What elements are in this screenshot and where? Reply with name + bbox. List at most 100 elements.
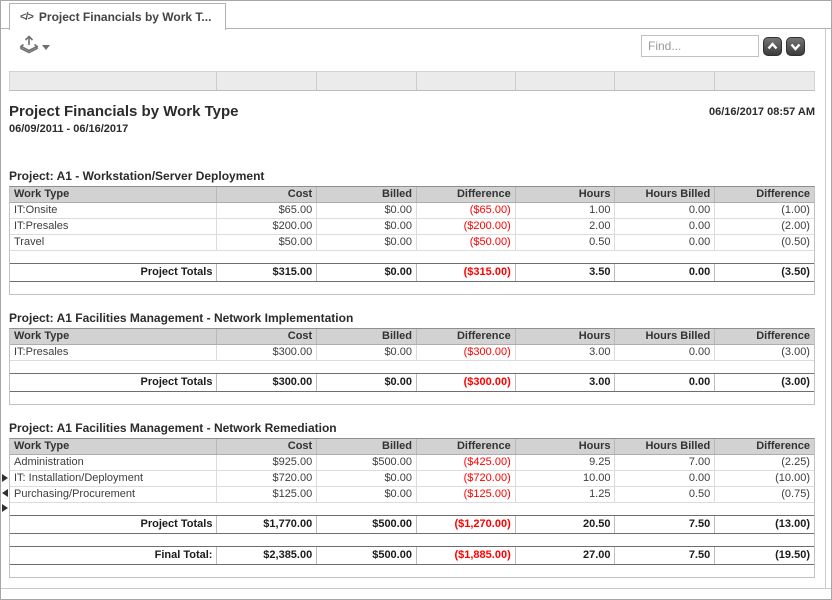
table-cell: 0.00 [615,219,716,234]
table-cell: $125.00 [217,487,318,502]
table-cell: 0.00 [615,345,716,360]
column-header-cell: Difference [417,329,516,344]
totals-value: ($315.00) [417,264,516,281]
table-cell: $0.00 [317,219,417,234]
band-cell [317,72,417,90]
table-cell: Travel [10,235,218,250]
totals-value: 3.50 [516,264,616,281]
project-totals-row: Project Totals $315.00 $0.00 ($315.00) 3.50 0… [10,263,814,282]
totals-value: $2,385.00 [217,547,318,564]
totals-value: $300.00 [217,374,318,391]
project-table: Work Type Cost Billed Difference Hours Hours … [9,186,815,295]
column-header-cell: Difference [417,187,516,202]
table-cell: 7.00 [615,455,716,470]
table-cell: (1.00) [781,204,810,216]
project-title: Project: A1 Facilities Management - Netw… [9,311,354,325]
table-row: IT:Presales $200.00 $0.00 ($200.00) 2.00 0.00… [10,219,814,235]
table-header-row: Work Type Cost Billed Difference Hours Hours … [10,187,814,203]
table-cell: (10.00) [775,472,810,484]
report-body: Project: A1 - Workstation/Server Deploym… [9,169,831,578]
table-cell: $200.00 [217,219,318,234]
table-cell: $0.00 [317,203,417,218]
totals-value: $315.00 [217,264,318,281]
spacer-cell [10,565,814,577]
pane-scroll-left-icon[interactable] [2,489,8,497]
column-header-cell: Difference [756,188,810,200]
table-cell: (2.00) [781,220,810,232]
totals-label: Project Totals [10,516,218,533]
totals-value: 7.50 [615,547,716,564]
tab-label: Project Financials by Work T... [38,10,212,24]
find-input[interactable] [641,35,759,57]
column-header-cell: Hours Billed [615,187,716,202]
table-cell: (2.25) [781,456,810,468]
table-cell: 0.50 [615,487,716,502]
table-cell: 3.00 [516,345,616,360]
spacer-row [10,565,814,577]
table-cell: ($125.00) [417,487,516,502]
column-header-cell: Work Type [10,187,218,202]
table-row: IT: Installation/Deployment $720.00 $0.00(… [10,471,814,487]
totals-value: ($1,270.00) [417,516,516,533]
export-icon [19,35,39,57]
tab-bar: </> Project Financials by Work T... [1,1,831,30]
column-header-cell: Cost [217,329,318,344]
column-header-cell: Work Type [10,439,218,454]
table-cell: 0.00 [615,235,716,250]
column-header-cell: Hours Billed [615,439,716,454]
totals-value: ($1,885.00) [417,547,516,564]
totals-value: 7.50 [615,516,716,533]
spacer-row [10,503,814,515]
table-cell: ($300.00) [417,345,516,360]
column-header-cell: Hours [516,329,616,344]
caret-down-icon [42,44,50,50]
project-table: Work Type Cost Billed Difference Hours Hours … [9,328,815,405]
column-header-cell: Cost [217,187,318,202]
find-next-button[interactable] [786,36,805,56]
find-previous-button[interactable] [763,36,782,56]
totals-value: $0.00 [317,374,417,391]
table-cell: $0.00 [317,471,417,486]
project-table: Work Type Cost Billed Difference Hours Hours … [9,438,815,578]
export-button[interactable] [17,33,52,59]
table-cell: (0.50) [781,236,810,248]
table-header-row: Work Type Cost Billed Difference Hours Hours … [10,439,814,455]
report-date-range: 06/09/2011 - 06/16/2017 [9,123,129,135]
totals-value: 0.00 [615,264,716,281]
totals-value: $500.00 [317,547,417,564]
totals-value: $500.00 [317,516,417,533]
totals-label: Project Totals [10,264,218,281]
code-icon: </> [20,11,34,23]
column-header-cell: Hours [516,187,616,202]
project-section: Project: A1 - Workstation/Server Deploym… [9,169,831,295]
band-cell [417,72,516,90]
totals-value: ($300.00) [417,374,516,391]
column-header-cell: Difference [756,330,810,342]
pane-scroll-right-icon[interactable] [2,504,8,512]
table-cell: 0.00 [615,203,716,218]
totals-value: 20.50 [516,516,616,533]
vertical-scrollbar-track [825,29,831,588]
table-cell: Administration [10,455,218,470]
pane-scroll-right-icon[interactable] [2,474,8,482]
totals-value: $1,770.00 [217,516,318,533]
tab-project-financials[interactable]: </> Project Financials by Work T... [9,3,227,30]
totals-value: 27.00 [516,547,616,564]
totals-value: 3.00 [516,374,616,391]
project-title: Project: A1 - Workstation/Server Deploym… [9,169,265,183]
table-cell: (3.00) [781,346,810,358]
table-row: Purchasing/Procurement $125.00 $0.00 ($125.… [10,487,814,503]
table-header-row: Work Type Cost Billed Difference Hours Hours … [10,329,814,345]
band-cell [10,72,218,90]
report-generated-timestamp: 06/16/2017 08:57 AM [709,106,815,118]
spacer-cell [10,534,814,546]
column-header-cell: Difference [756,440,810,452]
spacer-row [10,392,814,404]
spacer-cell [10,361,814,373]
report-header: Project Financials by Work Type 06/09/20… [9,103,815,135]
column-band [9,71,815,91]
table-cell: 1.00 [516,203,616,218]
column-header-cell: Billed [317,187,417,202]
table-cell: (0.75) [781,488,810,500]
column-header-cell: Cost [217,439,318,454]
